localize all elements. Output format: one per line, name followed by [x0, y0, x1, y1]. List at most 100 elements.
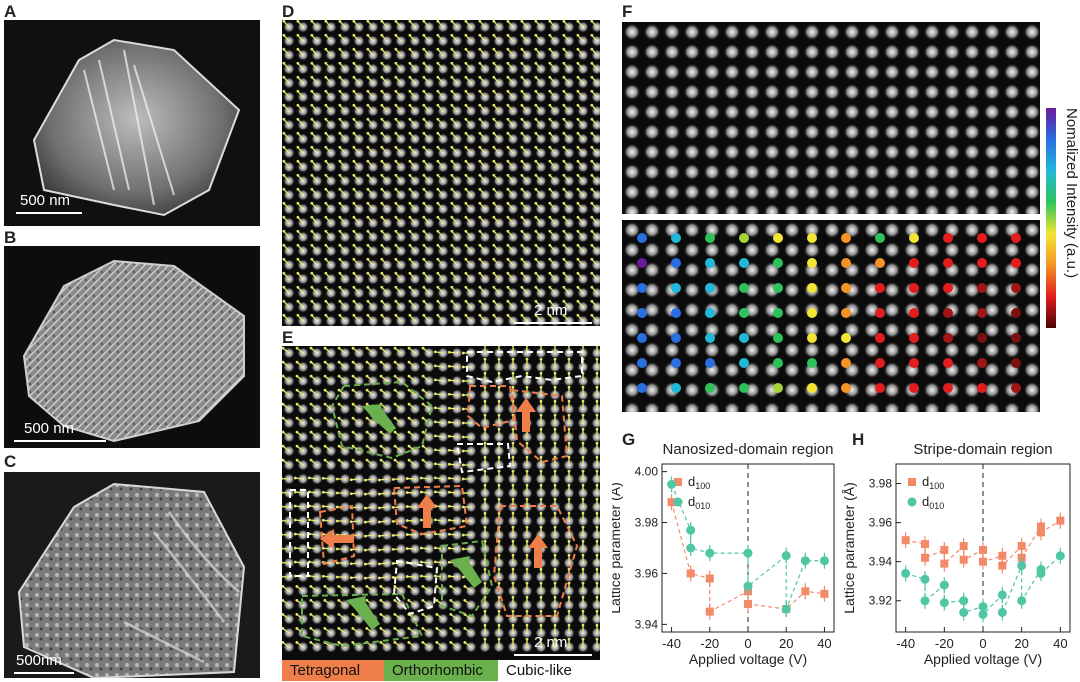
point-d100 [979, 545, 987, 554]
colorbar [1046, 108, 1056, 328]
point-d010 [920, 574, 930, 584]
intensity-dot [773, 258, 783, 268]
point-d100 [940, 559, 949, 568]
intensity-dot [909, 308, 919, 318]
legend-marker-d100 [908, 478, 916, 486]
x-tick-label: 40 [817, 636, 831, 651]
y-tick-label: 3.94 [869, 555, 893, 569]
intensity-dot [773, 333, 783, 343]
intensity-dot [637, 233, 647, 243]
panel-f-bottom-image [622, 220, 1040, 412]
domain-outline-cubic-3 [289, 489, 309, 577]
intensity-dot [977, 333, 987, 343]
legend-marker-d010 [673, 497, 683, 507]
x-axis-label: Applied voltage (V) [924, 651, 1042, 667]
intensity-dot [943, 383, 953, 393]
intensity-dot [773, 358, 783, 368]
point-d010 [978, 609, 988, 619]
x-tick-label: 20 [779, 636, 793, 651]
intensity-dot [841, 308, 851, 318]
y-tick-label: 3.94 [635, 617, 659, 631]
domain-outline-tetragonal-3 [392, 484, 469, 536]
x-tick-label: -20 [935, 636, 954, 651]
panel-f-bottom-lattice [623, 221, 1040, 412]
intensity-dot [671, 233, 681, 243]
intensity-dot [943, 308, 953, 318]
chart-title: Nanosized-domain region [663, 441, 834, 458]
intensity-dot [773, 233, 783, 243]
point-d010 [667, 479, 677, 489]
intensity-dot [637, 283, 647, 293]
point-d010 [901, 568, 911, 578]
domain-outline-orthorhombic-1 [330, 380, 434, 460]
point-d100 [959, 555, 968, 564]
panel-d-lattice [282, 20, 600, 326]
point-d010 [1017, 561, 1027, 571]
series-line-d010 [671, 484, 825, 610]
y-tick-label: 3.98 [869, 477, 893, 491]
point-d100 [1056, 516, 1065, 525]
intensity-dot [1011, 383, 1021, 393]
intensity-dot [943, 333, 953, 343]
point-d100 [1017, 542, 1026, 551]
legend-label-d100: d100 [688, 474, 710, 491]
legend-label-d010: d010 [688, 494, 710, 511]
point-d010 [781, 551, 791, 561]
intensity-dot [909, 383, 919, 393]
intensity-dot [637, 358, 647, 368]
panel-label-c: C [4, 452, 17, 471]
scalebar-d [514, 322, 592, 324]
intensity-dot [739, 333, 749, 343]
intensity-dot [1011, 233, 1021, 243]
arrow-tetragonal-1-head [516, 398, 536, 412]
intensity-dot [739, 383, 749, 393]
arrow-tetragonal-4-head [320, 529, 334, 549]
panel-label-d: D [282, 2, 295, 21]
domain-outline-orthorhombic-3 [301, 592, 424, 648]
panel-f-top-image [622, 22, 1040, 214]
intensity-dot [705, 283, 715, 293]
point-d100 [921, 540, 929, 549]
colorbar-label: Nomalized Intensity (a.u.) [1063, 108, 1080, 279]
intensity-dot [637, 258, 647, 268]
point-d100 [959, 542, 968, 551]
intensity-dot [773, 308, 783, 318]
intensity-dot [739, 283, 749, 293]
point-d010 [800, 556, 810, 566]
intensity-dot [943, 258, 953, 268]
intensity-dot [909, 283, 919, 293]
intensity-dot [705, 308, 715, 318]
domain-outline-tetragonal-5 [492, 505, 579, 617]
arrow-orthorhombic-3-head [346, 596, 366, 616]
intensity-dot [977, 258, 987, 268]
intensity-dot [875, 333, 885, 343]
intensity-dot [807, 283, 817, 293]
panel-a-image: 500 nm [4, 20, 260, 226]
point-d100 [901, 536, 910, 545]
scalebar-e-label: 2 nm [534, 634, 568, 651]
y-tick-label: 3.98 [635, 516, 659, 530]
point-d010 [781, 604, 791, 614]
panel-e-image: 2 nm [282, 346, 600, 660]
arrow-tetragonal-2-head [417, 494, 437, 508]
panel-b-image: 500 nm [4, 246, 260, 448]
panel-label-f: F [622, 2, 633, 21]
panel-a-particle [32, 38, 241, 217]
legend-label-d100: d100 [922, 474, 944, 491]
scalebar-c-label: 500nm [16, 652, 62, 669]
intensity-dot [943, 283, 953, 293]
intensity-dot [807, 333, 817, 343]
intensity-dot [705, 233, 715, 243]
legend-marker-d100 [674, 478, 682, 486]
scalebar-a [16, 212, 82, 214]
point-d100 [998, 561, 1007, 570]
chart-g: Nanosized-domain region -40 -20 0 20 40 3.94 3.… [612, 441, 835, 667]
intensity-dot [1011, 283, 1021, 293]
domain-outline-tetragonal-4 [318, 504, 356, 566]
point-d100 [921, 553, 929, 562]
legend-label-d010: d010 [922, 494, 944, 511]
legend-tetragonal: Tetragonal [282, 660, 384, 681]
y-axis-label: Lattice parameter (Å) [842, 482, 857, 614]
panel-f-top-lattice [623, 23, 1040, 214]
domain-outline-cubic-1 [466, 351, 583, 384]
